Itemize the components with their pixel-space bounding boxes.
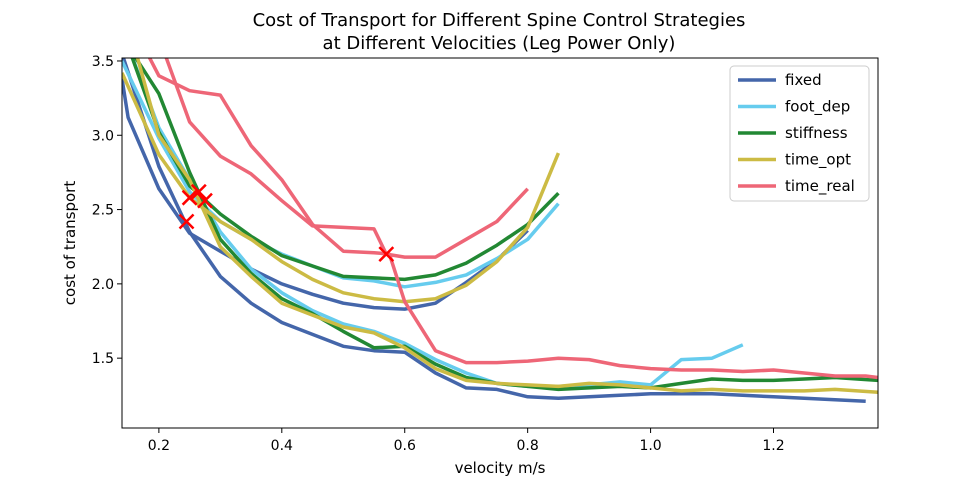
plot-frame bbox=[121, 57, 879, 429]
series-line-time-real-2 bbox=[147, 58, 878, 380]
x-tick-label: 0.2 bbox=[148, 438, 170, 454]
y-tick-label: 2.0 bbox=[92, 277, 114, 293]
y-axis-label: cost of transport bbox=[61, 181, 79, 306]
x-tick-label: 0.6 bbox=[394, 438, 416, 454]
x-marker bbox=[178, 213, 195, 230]
y-tick-label: 2.5 bbox=[92, 203, 114, 219]
x-tick-label: 0.8 bbox=[517, 438, 539, 454]
series-line-foot-dep-2 bbox=[130, 58, 744, 389]
x-axis: 0.2 0.4 0.6 0.8 1.0 1.2 bbox=[148, 428, 785, 454]
x-axis-label: velocity m/s bbox=[455, 459, 546, 477]
x-tick-label: 0.4 bbox=[271, 438, 293, 454]
legend-item-stiffness: stiffness bbox=[738, 124, 848, 142]
chart-title-line2: at Different Velocities (Leg Power Only) bbox=[323, 33, 676, 54]
legend: fixed foot_dep stiffness time_opt time_real bbox=[729, 65, 870, 202]
x-tick-label: 1.2 bbox=[762, 438, 784, 454]
x-marker bbox=[181, 189, 198, 206]
legend-label: fixed bbox=[785, 71, 822, 89]
series-line-time-real-1 bbox=[164, 58, 529, 259]
chart-title-line1: Cost of Transport for Different Spine Co… bbox=[253, 10, 746, 31]
marker-points bbox=[178, 183, 395, 263]
x-marker bbox=[197, 192, 213, 209]
legend-item-time-opt: time_opt bbox=[738, 151, 851, 170]
legend-label: stiffness bbox=[785, 124, 848, 142]
y-tick-label: 3.5 bbox=[92, 54, 114, 70]
legend-label: time_real bbox=[785, 177, 855, 196]
series-line-time-opt-2 bbox=[135, 58, 878, 395]
series-line-fixed-2 bbox=[122, 58, 866, 404]
legend-item-fixed: fixed bbox=[738, 71, 822, 89]
x-marker bbox=[190, 183, 207, 200]
y-tick-label: 1.5 bbox=[92, 351, 114, 367]
legend-frame bbox=[729, 65, 870, 202]
legend-label: time_opt bbox=[785, 151, 851, 170]
legend-item-foot-dep: foot_dep bbox=[738, 98, 850, 117]
legend-item-time-real: time_real bbox=[738, 177, 855, 196]
y-axis: 1.5 2.0 2.5 3.0 3.5 bbox=[92, 54, 122, 367]
legend-label: foot_dep bbox=[785, 98, 850, 117]
y-tick-label: 3.0 bbox=[92, 128, 114, 144]
x-tick-label: 1.0 bbox=[639, 438, 661, 454]
x-marker bbox=[378, 246, 395, 263]
series-line-stiffness-1 bbox=[130, 58, 560, 282]
